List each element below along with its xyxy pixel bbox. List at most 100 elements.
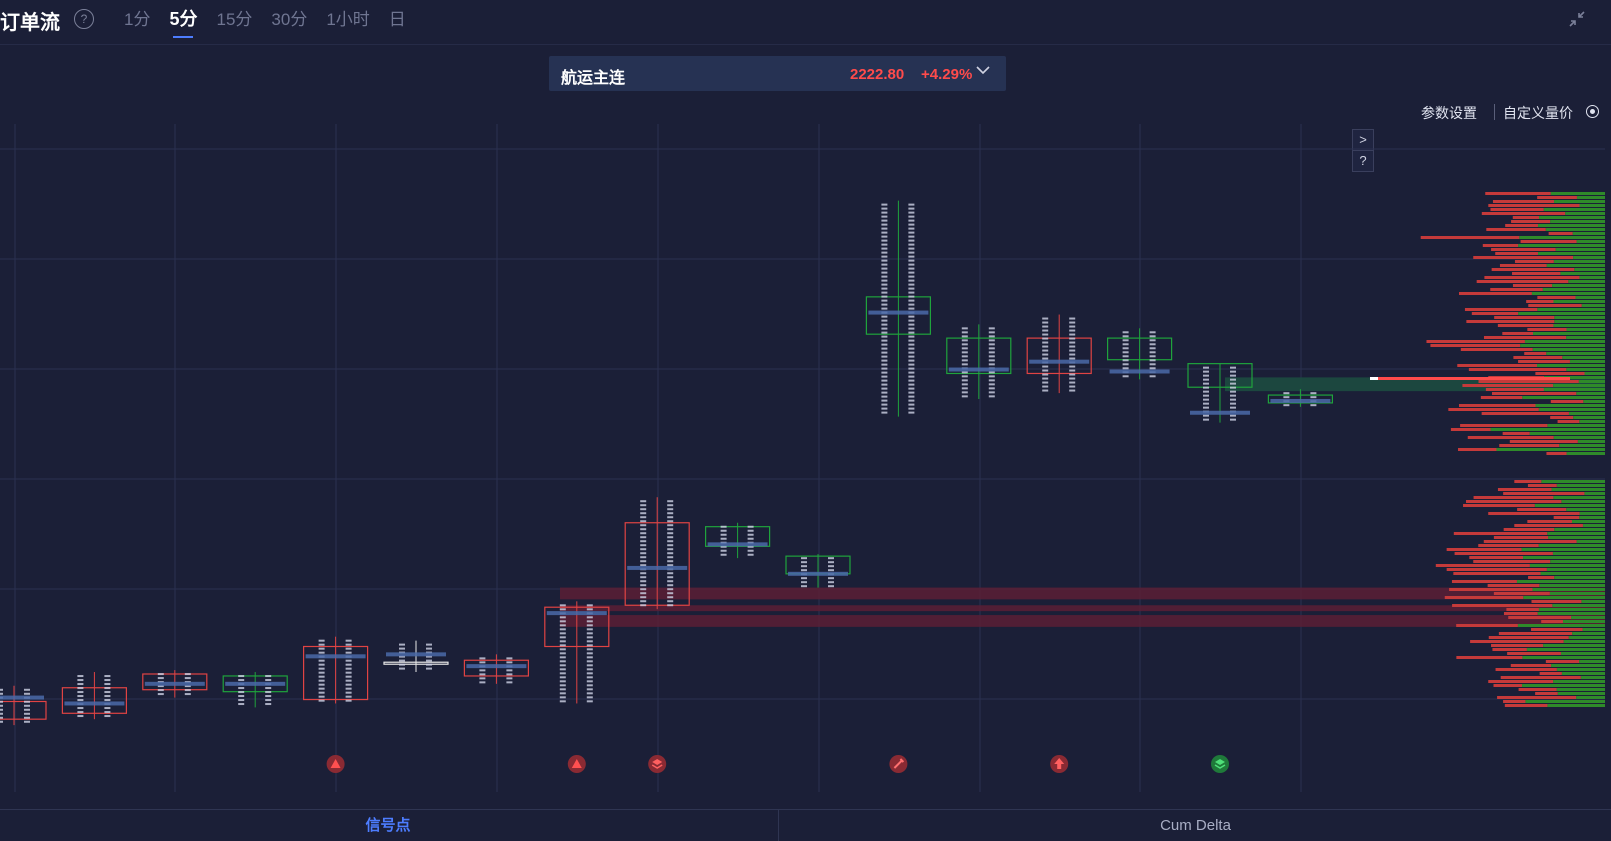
- tab-signal-points[interactable]: 信号点: [365, 817, 411, 834]
- footprint-ask: [265, 675, 272, 678]
- footprint-ask: [1230, 418, 1236, 421]
- tab-15min[interactable]: 15分: [216, 10, 253, 29]
- profile-bar-green: [1568, 636, 1605, 639]
- footprint-bid: [77, 695, 84, 698]
- footprint-bid: [881, 411, 888, 414]
- profile-highlight: [1370, 377, 1570, 380]
- profile-bar-green: [1566, 368, 1605, 371]
- footprint-bid: [479, 677, 486, 680]
- profile-bar-red: [1460, 424, 1548, 427]
- collapse-icon[interactable]: [1568, 10, 1586, 28]
- footprint-ask: [908, 331, 915, 334]
- footprint-ask: [988, 383, 995, 386]
- footprint-ask: [908, 391, 915, 394]
- profile-bar-green: [1579, 420, 1605, 423]
- candle-body: [946, 337, 1012, 375]
- footprint-ask: [667, 536, 674, 539]
- profile-bar-red: [1453, 532, 1548, 535]
- footprint-ask: [506, 657, 513, 660]
- footprint-bid: [0, 716, 3, 719]
- footprint-bid: [640, 504, 647, 507]
- footprint-ask: [24, 708, 30, 711]
- footprint-bid: [640, 564, 647, 567]
- footprint-ask: [908, 263, 915, 266]
- tab-1min[interactable]: 1分: [124, 10, 151, 29]
- profile-bar-red: [1488, 636, 1569, 639]
- footprint-bid: [881, 211, 888, 214]
- footprint-bid: [1203, 386, 1209, 389]
- footprint-chart[interactable]: [0, 124, 1611, 808]
- profile-bar-red: [1508, 616, 1571, 619]
- profile-bar-green: [1545, 228, 1605, 231]
- footprint-bid: [640, 540, 647, 543]
- tab-5min[interactable]: 5分: [169, 5, 197, 38]
- profile-bar-green: [1566, 452, 1605, 455]
- footprint-bid: [640, 512, 647, 515]
- tab-30min[interactable]: 30分: [271, 10, 308, 29]
- profile-bar-red: [1487, 584, 1540, 587]
- settings-button[interactable]: 参数设置: [1421, 105, 1477, 121]
- profile-bar-green: [1565, 212, 1605, 215]
- help-icon[interactable]: ?: [74, 9, 94, 29]
- footprint-ask: [184, 685, 191, 688]
- footprint-ask: [667, 552, 674, 555]
- footprint-bid: [559, 656, 566, 659]
- footprint-bid: [479, 669, 486, 672]
- profile-bar-red: [1426, 340, 1525, 343]
- profile-bar-red: [1452, 604, 1553, 607]
- profile-bar-green: [1566, 328, 1605, 331]
- profile-bar-red: [1446, 548, 1522, 551]
- footprint-bid: [318, 679, 325, 682]
- profile-bar-green: [1523, 596, 1605, 599]
- profile-bar-green: [1563, 640, 1605, 643]
- instrument-selector[interactable]: 航运主连 2222.80 +4.29%: [549, 56, 1006, 91]
- custom-volume-price-button[interactable]: 自定义量价: [1503, 105, 1573, 121]
- footprint-bid: [318, 691, 325, 694]
- footprint-bid: [559, 620, 566, 623]
- chevron-down-icon[interactable]: [975, 62, 991, 78]
- profile-bar-red: [1527, 484, 1557, 487]
- footprint-bid: [640, 556, 647, 559]
- candle: [383, 640, 449, 673]
- profile-bar-red: [1510, 664, 1552, 667]
- footprint-bid: [1122, 359, 1129, 362]
- profile-bar-red: [1514, 480, 1542, 483]
- question-icon[interactable]: ?: [1352, 150, 1374, 172]
- footprint-bid: [1042, 349, 1049, 352]
- footprint-ask: [184, 673, 191, 676]
- footprint-bid: [961, 363, 968, 366]
- footprint-ask: [586, 640, 593, 643]
- footprint-bid: [1042, 337, 1049, 340]
- footprint-bid: [559, 680, 566, 683]
- footprint-ask: [1069, 337, 1076, 340]
- tab-1hour[interactable]: 1小时: [326, 10, 370, 29]
- footprint-bid: [318, 643, 325, 646]
- profile-bar-green: [1579, 516, 1605, 519]
- profile-bar-green: [1543, 388, 1605, 391]
- footprint-bid: [1203, 366, 1209, 369]
- tab-cum-delta[interactable]: Cum Delta: [778, 810, 1611, 841]
- profile-bar-red: [1463, 504, 1535, 507]
- target-icon[interactable]: [1586, 105, 1599, 118]
- footprint-bid: [881, 351, 888, 354]
- profile-bar-red: [1453, 572, 1541, 575]
- footprint-bid: [1042, 341, 1049, 344]
- candle-poc: [1109, 369, 1170, 374]
- footprint-bid: [961, 351, 968, 354]
- footprint-ask: [345, 695, 352, 698]
- footprint-ask: [667, 580, 674, 583]
- footprint-ask: [1230, 374, 1236, 377]
- footprint-bid: [77, 699, 84, 702]
- footprint-ask: [667, 600, 674, 603]
- footprint-ask: [667, 516, 674, 519]
- profile-bar-red: [1535, 692, 1558, 695]
- profile-bar-green: [1553, 384, 1605, 387]
- footprint-bid: [559, 644, 566, 647]
- footprint-ask: [24, 692, 30, 695]
- profile-bar-green: [1540, 572, 1605, 575]
- tab-day[interactable]: 日: [388, 10, 406, 29]
- footprint-ask: [908, 279, 915, 282]
- footprint-bid: [881, 379, 888, 382]
- footprint-ask: [265, 703, 272, 706]
- candle: [785, 554, 851, 588]
